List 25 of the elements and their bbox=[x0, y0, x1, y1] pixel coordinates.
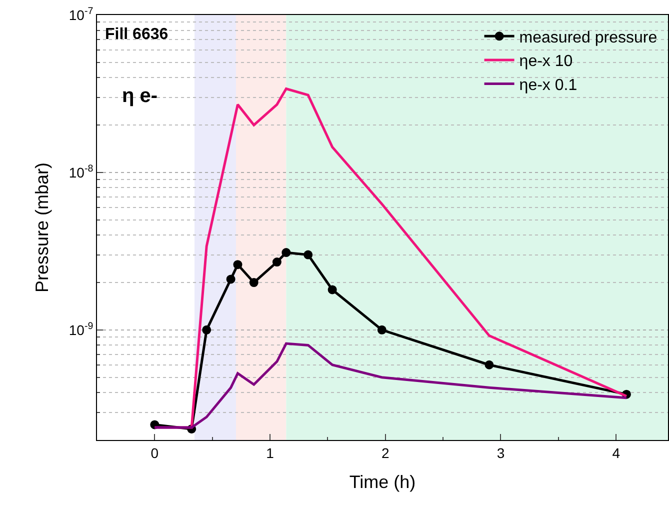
point bbox=[304, 250, 313, 260]
point bbox=[377, 325, 386, 334]
x-tick-label: 3 bbox=[496, 444, 505, 461]
point bbox=[328, 285, 337, 294]
point bbox=[226, 274, 236, 284]
annotation: η e- bbox=[122, 85, 158, 107]
point bbox=[484, 360, 494, 370]
legend-label: ηe-x 10 bbox=[519, 53, 573, 70]
point bbox=[249, 278, 258, 288]
legend-label: ηe-x 0.1 bbox=[519, 76, 578, 94]
y-tick-label: 10$^{-9}$ bbox=[68, 320, 94, 338]
x-tick-label: 2 bbox=[381, 444, 390, 461]
point bbox=[233, 260, 242, 270]
point bbox=[272, 258, 282, 267]
legend-label: measured pressure bbox=[519, 29, 658, 46]
x-tick-label: 1 bbox=[266, 444, 274, 461]
x-axis-title: Time (h) bbox=[349, 472, 416, 492]
y-axis-title: Pressure (mbar) bbox=[32, 162, 52, 293]
y-tick-label: 10$^{-8}$ bbox=[68, 163, 94, 180]
x-tick-label: 0 bbox=[150, 444, 159, 461]
annotation: Fill 6636 bbox=[105, 26, 168, 43]
point bbox=[202, 325, 212, 334]
x-tick-label: 4 bbox=[612, 444, 620, 461]
point bbox=[282, 248, 291, 258]
y-tick-label: 10$^{-7}$ bbox=[68, 6, 94, 23]
